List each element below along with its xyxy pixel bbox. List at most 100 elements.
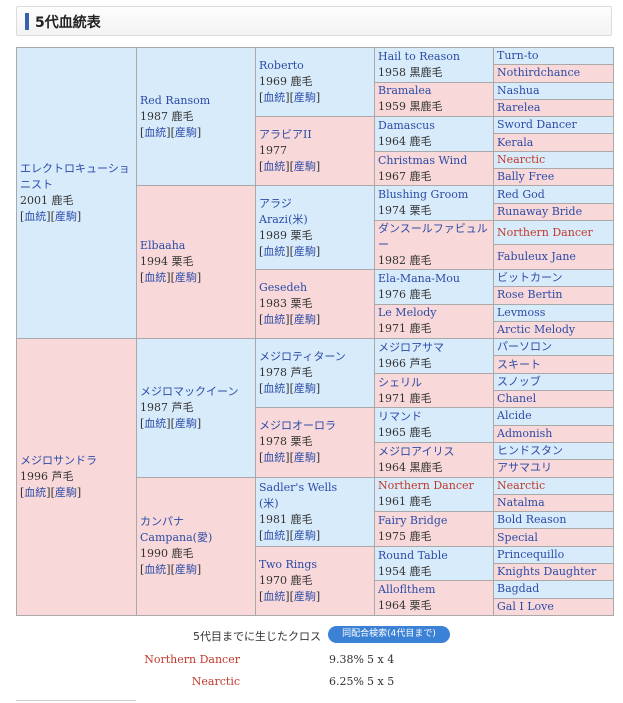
horse-name-link[interactable]: Bold Reason: [497, 513, 567, 527]
horse-name-link[interactable]: Red Ransom: [140, 93, 211, 107]
blood-link[interactable]: 血統: [263, 451, 286, 465]
horse-name-link[interactable]: リマンド: [378, 410, 422, 424]
horse-name-link[interactable]: Natalma: [497, 495, 545, 509]
gen4-ancestor-cell: メジロアサマ 1966 芦毛: [374, 338, 494, 374]
horse-name-link[interactable]: パーソロン: [497, 340, 552, 354]
horse-name-link[interactable]: Christmas Wind: [378, 153, 468, 167]
horse-name-link[interactable]: メジロアイリス: [378, 444, 455, 458]
horse-name-link[interactable]: Nearctic: [497, 478, 546, 492]
horse-name-link[interactable]: エレクトロキューショニスト: [20, 162, 130, 192]
horse-name-link[interactable]: ヒンドスタン: [497, 444, 563, 458]
horse-name-link[interactable]: Red God: [497, 187, 545, 201]
horse-birth-color: 2001 鹿毛: [20, 194, 74, 208]
horse-name-link[interactable]: Chanel: [497, 392, 537, 406]
blood-link[interactable]: 血統: [24, 210, 47, 224]
horse-name-link[interactable]: スノッブ: [497, 374, 541, 388]
blood-link[interactable]: 血統: [144, 563, 167, 577]
blood-link[interactable]: 血統: [144, 416, 167, 430]
produce-link[interactable]: 産駒: [293, 91, 316, 105]
horse-name-link[interactable]: Levmoss: [497, 305, 546, 319]
horse-name-link[interactable]: メジロサンドラ: [20, 454, 97, 468]
gen4-ancestor-cell: メジロアイリス 1964 黒鹿毛: [374, 441, 494, 478]
horse-name-link[interactable]: メジロティターン: [259, 350, 346, 364]
produce-link[interactable]: 産駒: [293, 160, 316, 174]
horse-name-link[interactable]: Rose Bertin: [497, 288, 563, 302]
horse-name-link[interactable]: メジロマックイーン: [140, 384, 239, 398]
horse-name-link[interactable]: Bally Free: [497, 170, 555, 184]
blood-link[interactable]: 血統: [263, 313, 286, 327]
horse-name-link[interactable]: Two Rings: [259, 557, 318, 571]
cross-horse-link[interactable]: Nearctic: [191, 675, 240, 688]
horse-birth-color: 1978 芦毛: [259, 366, 313, 380]
horse-name-link[interactable]: Northern Dancer: [497, 225, 593, 239]
produce-link[interactable]: 産駒: [174, 125, 197, 139]
produce-link[interactable]: 産駒: [174, 271, 197, 285]
horse-name-link[interactable]: Northern Dancer: [378, 479, 474, 493]
produce-link[interactable]: 産駒: [293, 313, 316, 327]
horse-name-link[interactable]: アラビアII: [259, 128, 312, 142]
horse-name-link[interactable]: Blushing Groom: [378, 188, 469, 202]
produce-link[interactable]: 産駒: [293, 589, 316, 603]
horse-name-link[interactable]: Special: [497, 530, 538, 544]
horse-name-link[interactable]: Arctic Melody: [497, 323, 576, 336]
cross-horse-link[interactable]: Northern Dancer: [144, 653, 240, 666]
blood-link[interactable]: 血統: [263, 91, 286, 105]
horse-name-link[interactable]: Nothirdchance: [497, 66, 581, 80]
horse-name-link[interactable]: Nearctic: [497, 152, 546, 166]
horse-alt-name-link[interactable]: Campana(愛): [140, 531, 213, 545]
horse-name-link[interactable]: Nashua: [497, 83, 540, 97]
blood-link[interactable]: 血統: [263, 244, 286, 258]
produce-link[interactable]: 産駒: [54, 210, 77, 224]
horse-name-link[interactable]: Turn-to: [497, 49, 539, 63]
horse-name-link[interactable]: メジロアサマ: [378, 340, 444, 354]
horse-name-link[interactable]: Bramalea: [378, 84, 432, 98]
horse-name-link[interactable]: アサマユリ: [497, 461, 552, 475]
horse-name-link[interactable]: Sword Dancer: [497, 118, 577, 132]
produce-link[interactable]: 産駒: [174, 416, 197, 430]
horse-name-link[interactable]: Admonish: [497, 426, 553, 440]
produce-link[interactable]: 産駒: [293, 528, 316, 542]
horse-name-link[interactable]: Gal I Love: [497, 599, 554, 613]
horse-name-link[interactable]: ビットカーン: [497, 271, 563, 285]
horse-name-link[interactable]: アラジ: [259, 196, 292, 210]
produce-link[interactable]: 産駒: [174, 563, 197, 577]
horse-name-link[interactable]: スキート: [497, 357, 541, 371]
blood-link[interactable]: 血統: [144, 125, 167, 139]
horse-alt-name-link[interactable]: Arazi(米): [259, 212, 308, 226]
blood-link[interactable]: 血統: [263, 589, 286, 603]
horse-alt-name-link[interactable]: (米): [259, 496, 279, 510]
horse-name-link[interactable]: Ela-Mana-Mou: [378, 271, 460, 285]
produce-link[interactable]: 産駒: [293, 382, 316, 396]
horse-name-link[interactable]: カンパナ: [140, 515, 184, 529]
horse-name-link[interactable]: ダンスールファビュルー: [378, 221, 488, 251]
horse-name-link[interactable]: Alloflthem: [378, 583, 436, 597]
horse-name-link[interactable]: Fairy Bridge: [378, 513, 448, 527]
blood-link[interactable]: 血統: [144, 271, 167, 285]
horse-name-link[interactable]: Princequillo: [497, 547, 565, 561]
horse-name-link[interactable]: Roberto: [259, 59, 304, 73]
horse-name-link[interactable]: Sadler's Wells: [259, 480, 338, 494]
horse-name-link[interactable]: Le Melody: [378, 306, 437, 320]
horse-name-link[interactable]: Bagdad: [497, 582, 540, 596]
horse-name-link[interactable]: Knights Daughter: [497, 565, 597, 579]
produce-link[interactable]: 産駒: [54, 486, 77, 500]
horse-name-link[interactable]: シェリル: [378, 375, 422, 389]
blood-link[interactable]: 血統: [24, 486, 47, 500]
horse-name-link[interactable]: Alcide: [497, 409, 532, 423]
horse-name-link[interactable]: Elbaaha: [140, 239, 186, 253]
horse-name-link[interactable]: Hail to Reason: [378, 49, 460, 63]
blood-link[interactable]: 血統: [263, 528, 286, 542]
blood-link[interactable]: 血統: [263, 382, 286, 396]
horse-name-link[interactable]: Fabuleux Jane: [497, 250, 576, 264]
produce-link[interactable]: 産駒: [293, 451, 316, 465]
produce-link[interactable]: 産駒: [293, 244, 316, 258]
horse-name-link[interactable]: Kerala: [497, 135, 534, 149]
horse-name-link[interactable]: Runaway Bride: [497, 204, 583, 218]
same-mating-search-button[interactable]: 同配合検索(4代目まで): [328, 626, 450, 643]
horse-name-link[interactable]: Gesedeh: [259, 281, 308, 295]
horse-name-link[interactable]: メジロオーロラ: [259, 419, 336, 433]
horse-name-link[interactable]: Rarelea: [497, 101, 541, 115]
horse-name-link[interactable]: Round Table: [378, 548, 448, 562]
blood-link[interactable]: 血統: [263, 160, 286, 174]
horse-name-link[interactable]: Damascus: [378, 118, 435, 132]
